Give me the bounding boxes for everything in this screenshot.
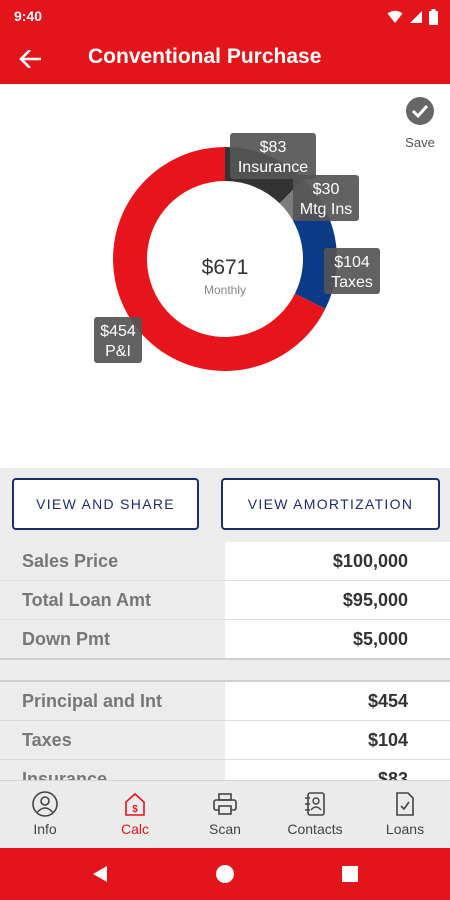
label-value: $454	[100, 323, 136, 340]
printer-icon	[213, 793, 237, 815]
document-icon	[396, 792, 414, 816]
check-circle-icon	[406, 97, 434, 125]
nav-label: Scan	[209, 821, 241, 837]
table-row: Insurance $83	[0, 760, 450, 780]
wifi-icon	[387, 10, 403, 23]
row-label: Down Pmt	[0, 620, 225, 658]
system-back-button[interactable]	[85, 860, 115, 888]
page-title: Conventional Purchase	[88, 45, 322, 68]
label-name: Taxes	[331, 274, 373, 291]
action-button-row: VIEW AND SHARE VIEW AMORTIZATION	[0, 468, 450, 542]
back-arrow-icon	[19, 50, 41, 68]
nav-label: Contacts	[287, 821, 343, 837]
row-label: Principal and Int	[0, 682, 225, 720]
label-background	[324, 248, 380, 294]
center-label: Monthly	[204, 283, 246, 297]
circle-home-icon	[216, 865, 234, 883]
table-row: Total Loan Amt $95,000	[0, 581, 450, 620]
row-label: Total Loan Amt	[0, 581, 225, 619]
back-button[interactable]	[10, 40, 50, 78]
chart-area: $671 Monthly $83 Insurance $30 Mtg Ins $104 T…	[0, 84, 450, 468]
row-label: Taxes	[0, 721, 225, 759]
label-name: Mtg Ins	[300, 201, 352, 218]
battery-icon	[429, 9, 438, 25]
nav-label: Info	[33, 821, 57, 837]
row-value: $104	[225, 721, 450, 759]
label-background	[94, 317, 142, 363]
view-and-share-button[interactable]: VIEW AND SHARE	[12, 478, 199, 530]
label-value: $104	[334, 254, 370, 271]
label-name: P&I	[105, 343, 131, 360]
chart-label-mtg-ins: $30 Mtg Ins	[293, 175, 359, 221]
label-background	[230, 133, 316, 179]
label-name: Insurance	[238, 159, 308, 176]
nav-item-info[interactable]: Info	[0, 781, 90, 848]
view-amortization-button[interactable]: VIEW AMORTIZATION	[221, 478, 440, 530]
app-bar: Conventional Purchase	[0, 34, 450, 84]
calculator-icon: $	[125, 792, 145, 816]
chart-label-taxes: $104 Taxes	[324, 248, 380, 294]
slice-p-i[interactable]	[113, 147, 326, 371]
label-value: $83	[260, 139, 287, 156]
system-navigation-bar	[0, 848, 450, 900]
nav-item-calc[interactable]: $ Calc	[90, 781, 180, 848]
table-row: Down Pmt $5,000	[0, 620, 450, 659]
table-row: Taxes $104	[0, 721, 450, 760]
table-row: Sales Price $100,000	[0, 542, 450, 581]
nav-item-loans[interactable]: Loans	[360, 781, 450, 848]
row-value: $100,000	[225, 542, 450, 580]
nav-item-contacts[interactable]: Contacts	[270, 781, 360, 848]
system-home-button[interactable]	[210, 860, 240, 888]
table-row: Principal and Int $454	[0, 682, 450, 721]
row-value: $83	[225, 760, 450, 780]
save-label: Save	[405, 135, 435, 150]
summary-table: Sales Price $100,000 Total Loan Amt $95,…	[0, 542, 450, 659]
center-value: $671	[202, 256, 249, 279]
svg-text:$: $	[132, 804, 138, 815]
system-recents-button[interactable]	[335, 860, 365, 888]
status-time: 9:40	[14, 8, 43, 24]
triangle-back-icon	[93, 866, 107, 882]
signal-icon	[410, 11, 422, 23]
row-value: $454	[225, 682, 450, 720]
chart-label-insurance: $83 Insurance	[230, 133, 316, 179]
person-icon	[32, 791, 58, 817]
label-background	[293, 175, 359, 221]
nav-label: Loans	[385, 821, 425, 837]
row-label: Sales Price	[0, 542, 225, 580]
contacts-icon	[305, 792, 325, 816]
monthly-payment-donut-chart: $671 Monthly $83 Insurance $30 Mtg Ins $104 T…	[94, 133, 380, 371]
label-value: $30	[313, 181, 340, 198]
row-value: $95,000	[225, 581, 450, 619]
status-icons	[387, 8, 438, 26]
payments-table: Principal and Int $454 Taxes $104 Insura…	[0, 682, 450, 780]
bottom-navigation: Info $ Calc Scan Contacts Loans	[0, 780, 450, 848]
save-button[interactable]: Save	[398, 96, 442, 150]
section-divider	[0, 658, 450, 682]
status-bar: 9:40	[0, 0, 450, 34]
chart-label-p-i: $454 P&I	[94, 317, 142, 363]
nav-item-scan[interactable]: Scan	[180, 781, 270, 848]
row-label: Insurance	[0, 760, 225, 780]
nav-label: Calc	[120, 821, 149, 837]
row-value: $5,000	[225, 620, 450, 658]
square-recents-icon	[342, 866, 358, 882]
